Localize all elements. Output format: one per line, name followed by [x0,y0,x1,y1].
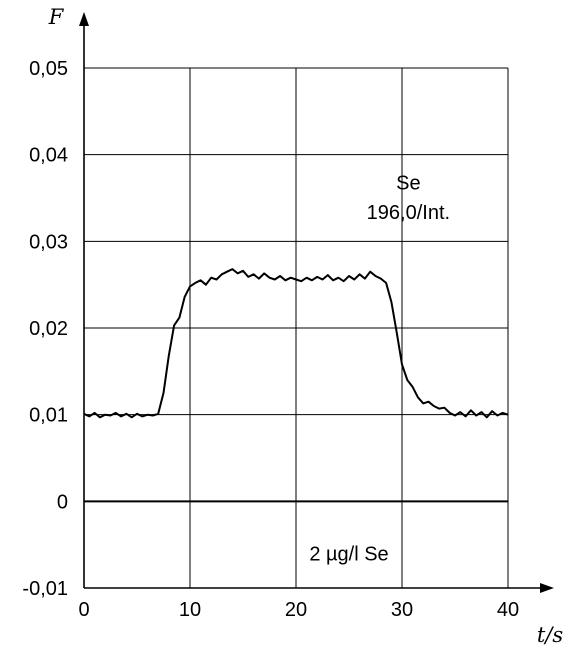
annotation-label: 2 µg/l Se [309,543,388,565]
tick-labels: -0,01 0 0,01 0,02 0,03 0,04 0,05 0 10 20 30 40 [22,58,519,621]
grid-lines [84,67,509,588]
x-tick-label: 30 [391,599,413,621]
axis-labels: Ft/s [48,5,564,647]
x-axis-label: t/s [537,623,564,647]
y-axis-arrow-icon [79,12,89,26]
annotation-label: 196,0/Int. [367,202,450,224]
y-tick-label: 0,03 [29,231,68,253]
axes [79,12,554,593]
annotation-label: Se [396,172,420,194]
y-tick-label: 0 [57,491,68,513]
x-tick-label: 20 [285,599,307,621]
series-group [83,268,509,419]
annotations: Se 196,0/Int. 2 µg/l Se [309,172,450,565]
y-tick-label: 0,05 [29,58,68,80]
y-tick-label: 0,01 [29,405,68,427]
y-tick-label: -0,01 [22,578,68,600]
y-tick-label: 0,02 [29,318,68,340]
x-tick-label: 10 [179,599,201,621]
y-axis-label: F [48,5,65,29]
x-tick-label: 0 [78,599,89,621]
series-line [83,268,509,419]
x-axis-arrow-icon [540,583,554,593]
y-tick-label: 0,04 [29,145,68,167]
x-tick-label: 40 [497,599,519,621]
